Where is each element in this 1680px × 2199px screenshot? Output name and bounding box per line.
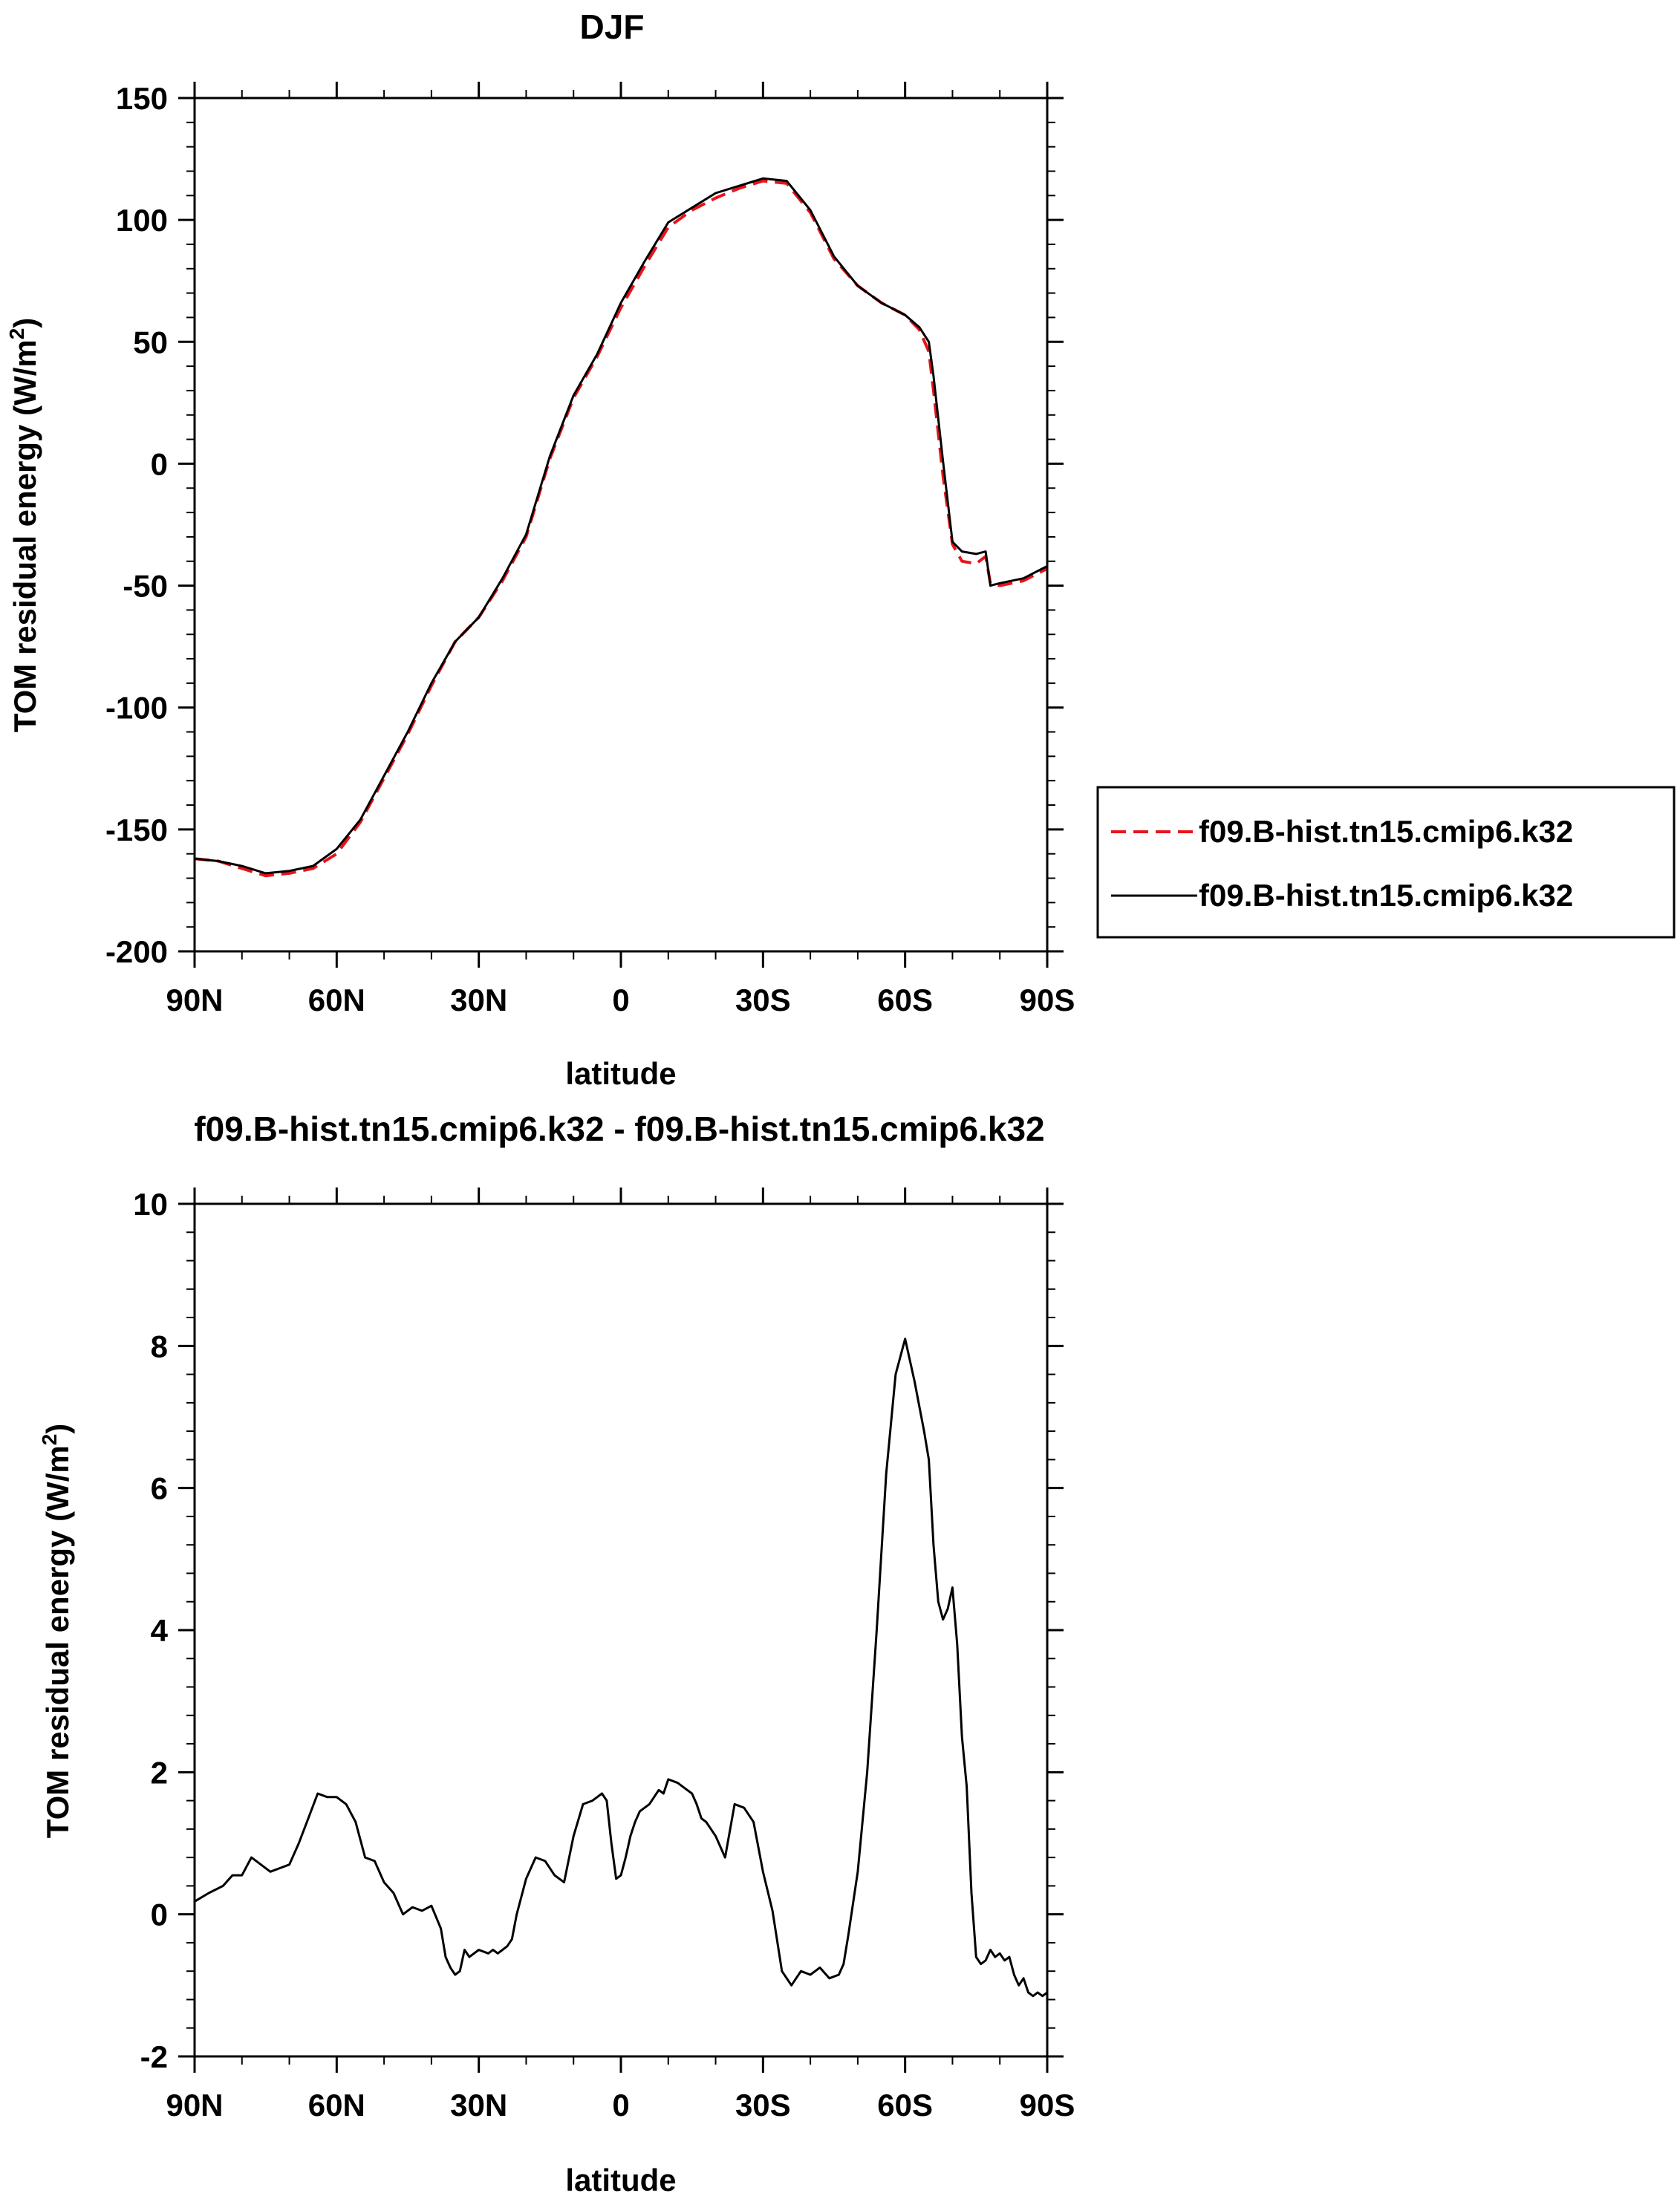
legend-label-1: f09.B-hist.tn15.cmip6.k32	[1199, 814, 1573, 849]
y-tick-label: 10	[133, 1187, 168, 1222]
y-tick-label: 150	[116, 81, 168, 116]
bottom-ticks	[178, 1188, 1064, 2073]
bottom-y-axis-label: TOM residual energy (W/m2)	[38, 1424, 75, 1839]
bottom-y-tick-labels: 10 8 6 4 2 0 -2	[133, 1187, 168, 2074]
y-tick-label: -50	[123, 569, 168, 604]
bottom-x-axis-label: latitude	[565, 2163, 676, 2198]
x-tick-label: 30N	[450, 2088, 507, 2123]
bottom-chart: f09.B-hist.tn15.cmip6.k32 - f09.B-hist.t…	[38, 1110, 1075, 2198]
x-tick-label: 0	[612, 983, 629, 1017]
series-line-dashed	[195, 179, 1047, 878]
x-tick-label: 30S	[735, 2088, 791, 2123]
x-tick-label: 60S	[877, 983, 933, 1017]
x-tick-label: 30S	[735, 983, 791, 1017]
top-x-axis-label: latitude	[565, 1056, 676, 1091]
x-tick-label: 60S	[877, 2088, 933, 2123]
y-tick-label: -100	[105, 691, 168, 726]
bottom-x-tick-labels: 90N 60N 30N 0 30S 60S 90S	[166, 2088, 1075, 2123]
bottom-plot-frame	[193, 1202, 1049, 2058]
x-tick-label: 90N	[166, 983, 223, 1017]
legend-label-2: f09.B-hist.tn15.cmip6.k32	[1199, 878, 1573, 913]
y-tick-label: 100	[116, 203, 168, 238]
x-tick-label: 90S	[1020, 983, 1075, 1017]
y-tick-label: 0	[151, 1897, 168, 1932]
series-line-solid	[195, 1338, 1047, 1998]
top-y-axis-label: TOM residual energy (W/m2)	[5, 318, 42, 733]
y-tick-label: 8	[151, 1329, 168, 1364]
top-series	[195, 177, 1047, 878]
y-tick-label: -2	[140, 2039, 168, 2074]
x-tick-label: 30N	[450, 983, 507, 1017]
x-tick-label: 90N	[166, 2088, 223, 2123]
series-line-solid	[195, 177, 1047, 875]
top-plot-frame	[193, 97, 1049, 953]
legend: f09.B-hist.tn15.cmip6.k32 f09.B-hist.tn1…	[1096, 786, 1676, 939]
bottom-series	[195, 1338, 1047, 1998]
top-chart: DJF 150 100 50 0 -50 -100 -150 -200 90N 60N 30N 0 3…	[5, 7, 1676, 1091]
y-tick-label: -150	[105, 812, 168, 847]
top-x-tick-labels: 90N 60N 30N 0 30S 60S 90S	[166, 983, 1075, 1017]
x-tick-label: 90S	[1020, 2088, 1075, 2123]
y-tick-label: 6	[151, 1471, 168, 1506]
x-tick-label: 60N	[308, 983, 365, 1017]
top-y-tick-labels: 150 100 50 0 -50 -100 -150 -200	[105, 81, 168, 969]
x-tick-label: 60N	[308, 2088, 365, 2123]
y-tick-label: 4	[151, 1613, 169, 1648]
y-tick-label: 2	[151, 1755, 168, 1790]
y-tick-label: 50	[133, 325, 168, 359]
legend-box	[1096, 786, 1676, 939]
top-chart-title: DJF	[580, 7, 645, 46]
bottom-chart-title: f09.B-hist.tn15.cmip6.k32 - f09.B-hist.t…	[194, 1110, 1044, 1148]
top-ticks	[178, 82, 1064, 968]
x-tick-label: 0	[612, 2088, 629, 2123]
y-tick-label: 0	[151, 446, 168, 481]
y-tick-label: -200	[105, 934, 168, 969]
